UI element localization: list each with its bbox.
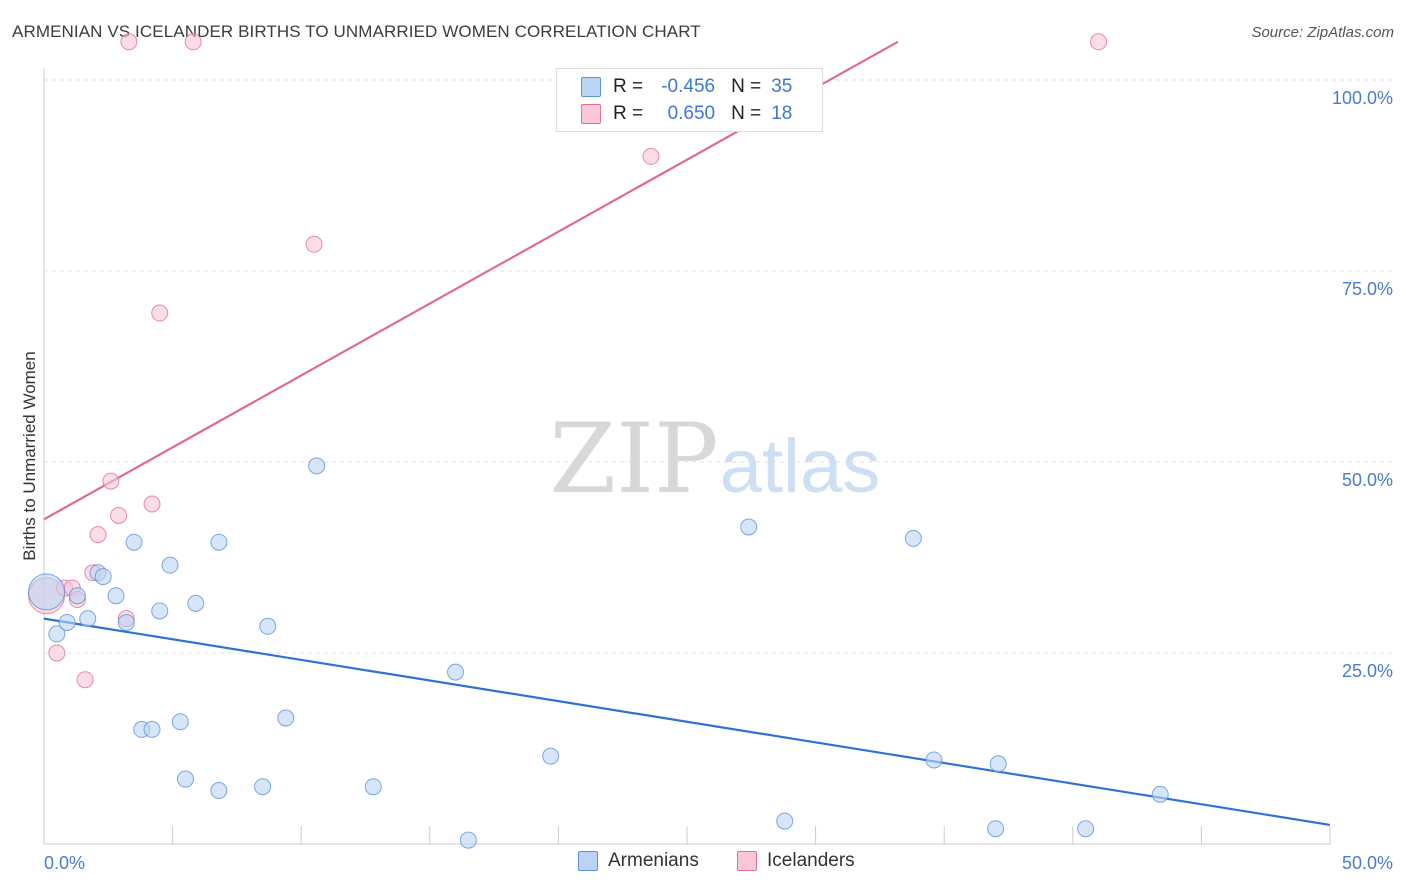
y-tick-label: 75.0% (1342, 279, 1393, 299)
armenians-point (107, 587, 125, 605)
x-tick-label-min: 0.0% (44, 853, 85, 873)
icelanders-point (76, 671, 94, 689)
legend-row-icelanders: R = 0.650 N = 18 (581, 102, 792, 126)
armenians-point (776, 812, 794, 830)
armenians-point (1077, 820, 1095, 838)
armenians-point (1151, 785, 1169, 803)
bottom-legend-icelanders: Icelanders (737, 850, 855, 872)
y-tick-labels: 25.0% 50.0% 75.0% 100.0% (1332, 88, 1393, 681)
data-points (28, 33, 1169, 849)
armenians-point (277, 709, 295, 727)
armenians-point (151, 602, 169, 620)
icelanders-swatch (581, 104, 601, 124)
source-label: Source: ZipAtlas.com (1251, 24, 1394, 41)
icelanders-point (89, 526, 107, 544)
icelanders-point (120, 33, 138, 51)
armenians-point (187, 594, 205, 612)
armenians-point (176, 770, 194, 788)
armenians-point (904, 529, 922, 547)
chart-title: ARMENIAN VS ICELANDER BIRTHS TO UNMARRIE… (12, 22, 701, 41)
armenians-point (259, 617, 277, 635)
n-value: 35 (771, 76, 793, 97)
armenians-point (308, 457, 326, 475)
icelanders-point (143, 495, 161, 513)
watermark-atlas: atlas (720, 424, 881, 509)
n-label: N = (731, 76, 762, 97)
armenians-point (143, 720, 161, 738)
icelanders-point (48, 644, 66, 662)
legend-row-armenians: R = -0.456 N = 35 (581, 75, 792, 99)
y-axis-label: Births to Unmarried Women (20, 351, 39, 560)
icelanders-legend-swatch (737, 851, 757, 871)
armenians-point (171, 713, 189, 731)
armenians-point (364, 778, 382, 796)
r-label: R = (613, 103, 644, 124)
armenians-point (987, 820, 1005, 838)
armenians-point (210, 782, 228, 800)
armenians-point (210, 533, 228, 551)
armenians-trend-line (43, 617, 1331, 826)
r-value: 0.650 (667, 103, 716, 124)
bottom-legend-armenians: Armenians (578, 850, 699, 872)
armenians-legend-swatch (578, 851, 598, 871)
icelanders-point (110, 506, 128, 524)
armenians-point (542, 747, 560, 765)
armenians-point (459, 831, 477, 849)
icelanders-legend-label: Icelanders (767, 850, 855, 871)
armenians-point (48, 625, 66, 643)
icelanders-point (305, 235, 323, 253)
n-label: N = (731, 103, 762, 124)
x-tick-label-max: 50.0% (1342, 853, 1393, 873)
armenians-point (989, 755, 1007, 773)
armenians-point (68, 587, 86, 605)
armenians-point (161, 556, 179, 574)
y-tick-label: 25.0% (1342, 661, 1393, 681)
n-value: 18 (771, 103, 793, 124)
armenians-point (254, 778, 272, 796)
armenians-legend-label: Armenians (608, 850, 699, 871)
r-label: R = (613, 76, 644, 97)
icelanders-point (642, 147, 660, 165)
armenians-point (94, 568, 112, 586)
armenians-point (28, 573, 66, 611)
axes (43, 68, 1331, 845)
armenians-swatch (581, 77, 601, 97)
armenians-point (117, 613, 135, 631)
watermark-zip: ZIP (549, 403, 718, 515)
icelanders-point (151, 304, 169, 322)
armenians-point (58, 613, 76, 631)
correlation-legend: R = -0.456 N = 35 R = 0.650 N = 18 (556, 68, 823, 132)
armenians-point (79, 610, 97, 628)
grid-lines (44, 79, 1394, 654)
r-value: -0.456 (661, 76, 716, 97)
armenians-point (125, 533, 143, 551)
armenians-point (740, 518, 758, 536)
y-tick-label: 50.0% (1342, 470, 1393, 490)
icelanders-point (1090, 33, 1108, 51)
icelanders-point (184, 33, 202, 51)
icelanders-point (102, 472, 120, 490)
armenians-point (925, 751, 943, 769)
armenians-point (447, 663, 465, 681)
y-tick-label: 100.0% (1332, 88, 1393, 108)
